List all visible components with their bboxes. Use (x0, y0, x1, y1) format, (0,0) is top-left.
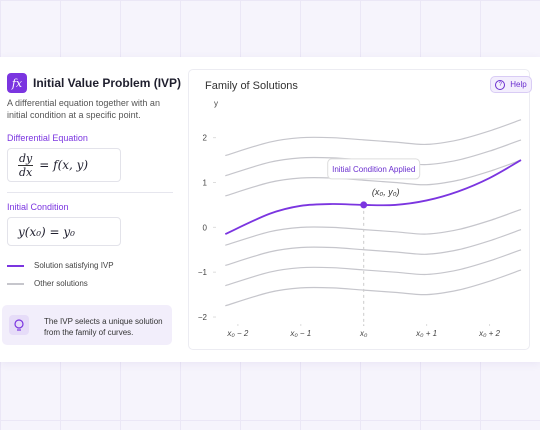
x-tick-label: x₀ + 1 (415, 329, 437, 338)
other-solution (225, 249, 522, 287)
other-solution (225, 208, 522, 246)
x-tick-label: x₀ + 2 (478, 329, 500, 338)
y-tick-label: −1 (198, 268, 208, 277)
help-icon: ? (495, 79, 506, 90)
other-solution (225, 269, 522, 307)
legend-item: Other solutions (7, 279, 88, 288)
y-tick-label: −2 (198, 313, 208, 322)
x-tick-label: x₀ − 2 (226, 329, 248, 338)
annotation-box (327, 158, 421, 180)
legend-swatch (7, 282, 24, 285)
help-button[interactable]: ? Help (490, 76, 532, 93)
rhs: = f(x, y) (39, 158, 89, 172)
icon: fx (7, 73, 27, 93)
legend-swatch (7, 264, 24, 267)
other-solution (225, 229, 522, 267)
tip-text: The IVP selects a unique solution from t… (44, 317, 163, 337)
y-tick-label: 0 (203, 223, 208, 232)
x-tick-label: x₀ − 1 (289, 329, 311, 338)
title: Initial Value Problem (IVP) (33, 76, 182, 90)
denominator: dx (19, 165, 33, 179)
y-tick-label: 2 (203, 134, 208, 143)
chart-panel: Family of Solutions ?Help yx210−1−2x₀ − … (188, 69, 532, 350)
legend-item: Solution satisfying IVP (7, 261, 114, 270)
bulb-icon (9, 315, 29, 335)
ivp-solution (224, 159, 522, 235)
panel-title: Family of Solutions (205, 80, 298, 92)
numerator: dy (18, 151, 34, 166)
legend-label: Other solutions (34, 279, 88, 288)
section-label: Initial Condition (7, 202, 69, 212)
initial-point (360, 201, 368, 209)
section-label: Differential Equation (7, 133, 88, 143)
other-solution (225, 159, 522, 197)
description: A differential equation together with an… (7, 98, 160, 120)
other-solution (225, 119, 522, 157)
point-label: (x₀, y₀) (372, 187, 400, 197)
separator (7, 192, 173, 193)
y-axis-label: y (214, 99, 218, 108)
x-tick-label: x₀ (359, 329, 368, 338)
annotation: Initial Condition Applied (332, 165, 415, 174)
tip-box: The IVP selects a unique solution from t… (2, 305, 172, 345)
condition-box: y(x₀) = y₀ (7, 217, 121, 246)
y-tick-label: 1 (203, 179, 208, 188)
help-label: Help (510, 80, 527, 89)
fraction: dy dx (18, 151, 34, 179)
equation-box: dy dx = f(x, y) (7, 148, 121, 182)
legend-label: Solution satisfying IVP (34, 261, 114, 270)
bulb (14, 319, 24, 331)
card: fx Initial Value Problem (IVP) A differe… (0, 57, 540, 362)
